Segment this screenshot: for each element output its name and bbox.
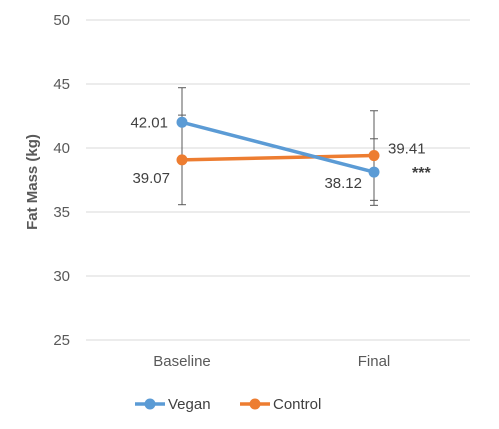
data-label: 38.12: [324, 175, 362, 192]
y-tick-label: 50: [53, 12, 70, 29]
legend-item: Control: [240, 396, 321, 413]
significance-annotation: ***: [412, 165, 431, 182]
data-points: [176, 116, 380, 178]
data-label: 42.01: [130, 114, 168, 131]
y-tick-label: 30: [53, 268, 70, 285]
gridlines: [86, 19, 470, 341]
data-point: [368, 166, 380, 178]
legend: Vegan Control: [135, 396, 321, 413]
data-point: [176, 154, 188, 166]
data-label: 39.07: [132, 170, 170, 187]
legend-item: Vegan: [135, 396, 211, 413]
legend-label: Vegan: [168, 396, 211, 413]
y-tick-label: 40: [53, 140, 70, 157]
series-line: [181, 153, 375, 162]
y-axis-title: Fat Mass (kg): [24, 134, 41, 230]
y-tick-label: 35: [53, 204, 70, 221]
x-tick-label: Baseline: [153, 353, 211, 370]
data-point: [368, 150, 380, 162]
y-tick-label: 45: [53, 76, 70, 93]
legend-label: Control: [273, 396, 321, 413]
series-line: [181, 120, 375, 174]
data-label: 39.41: [388, 141, 426, 158]
y-tick-label: 25: [53, 332, 70, 349]
annotations: ***: [412, 165, 431, 182]
legend-swatch-marker: [249, 398, 261, 410]
data-labels: 42.01 39.07 39.41 38.12: [130, 114, 425, 192]
y-axis-ticks: 25 30 35 40 45 50: [53, 12, 70, 349]
x-tick-label: Final: [358, 353, 391, 370]
data-point: [176, 116, 188, 128]
legend-swatch-marker: [144, 398, 156, 410]
series-lines: [181, 120, 375, 174]
x-axis-ticks: Baseline Final: [153, 353, 390, 370]
